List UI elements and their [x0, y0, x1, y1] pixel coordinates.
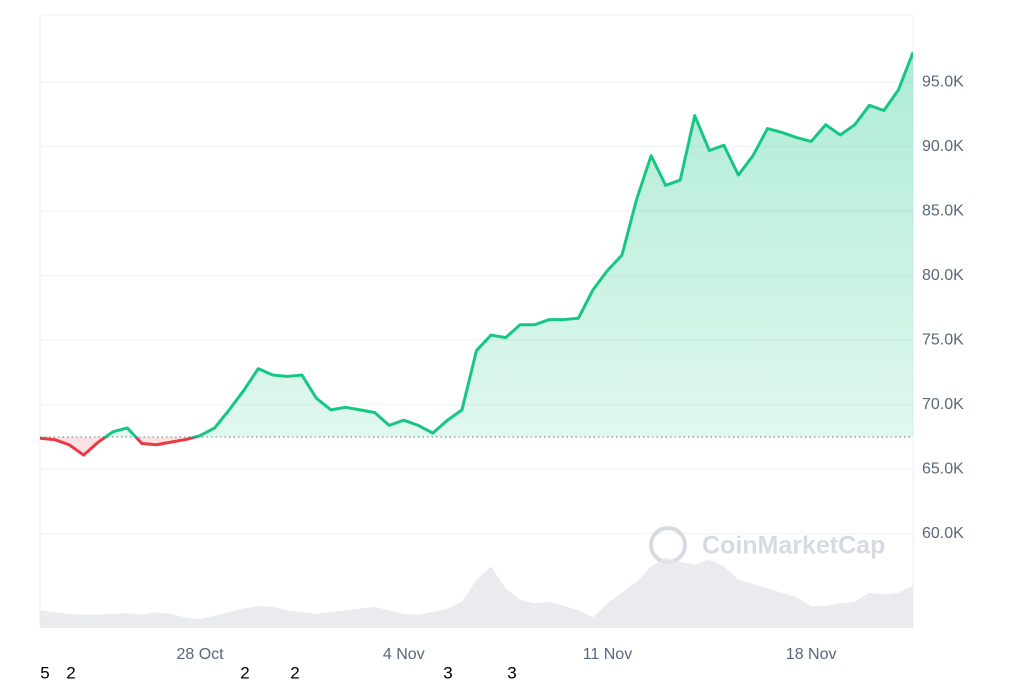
y-tick-label: 90.0K: [922, 138, 964, 155]
footer-digit: 3: [443, 663, 452, 682]
footer-digit: 2: [240, 663, 249, 682]
price-line-below: [40, 437, 201, 457]
y-tick-label: 80.0K: [922, 267, 964, 284]
watermark: CoinMarketCap: [649, 526, 885, 564]
x-tick-label: 18 Nov: [786, 646, 837, 663]
footer-digit: 2: [66, 663, 75, 682]
x-tick-label: 28 Oct: [176, 646, 224, 663]
price-area-above: [105, 52, 913, 438]
y-tick-label: 95.0K: [922, 73, 964, 90]
watermark-text: CoinMarketCap: [702, 532, 885, 560]
x-tick-label: 11 Nov: [583, 646, 633, 663]
watermark-logo: [649, 526, 687, 564]
y-tick-label: 70.0K: [922, 396, 964, 413]
x-tick-label: 4 Nov: [383, 646, 425, 663]
y-tick-label: 65.0K: [922, 460, 964, 477]
volume-area: [40, 557, 913, 628]
footer-digit: 5: [40, 663, 49, 682]
price-line-above: [40, 51, 913, 438]
footer-digit: 3: [507, 663, 516, 682]
footer-digit: 2: [290, 663, 299, 682]
y-tick-label: 60.0K: [922, 525, 964, 542]
y-tick-label: 85.0K: [922, 202, 964, 219]
y-tick-label: 75.0K: [922, 331, 964, 348]
